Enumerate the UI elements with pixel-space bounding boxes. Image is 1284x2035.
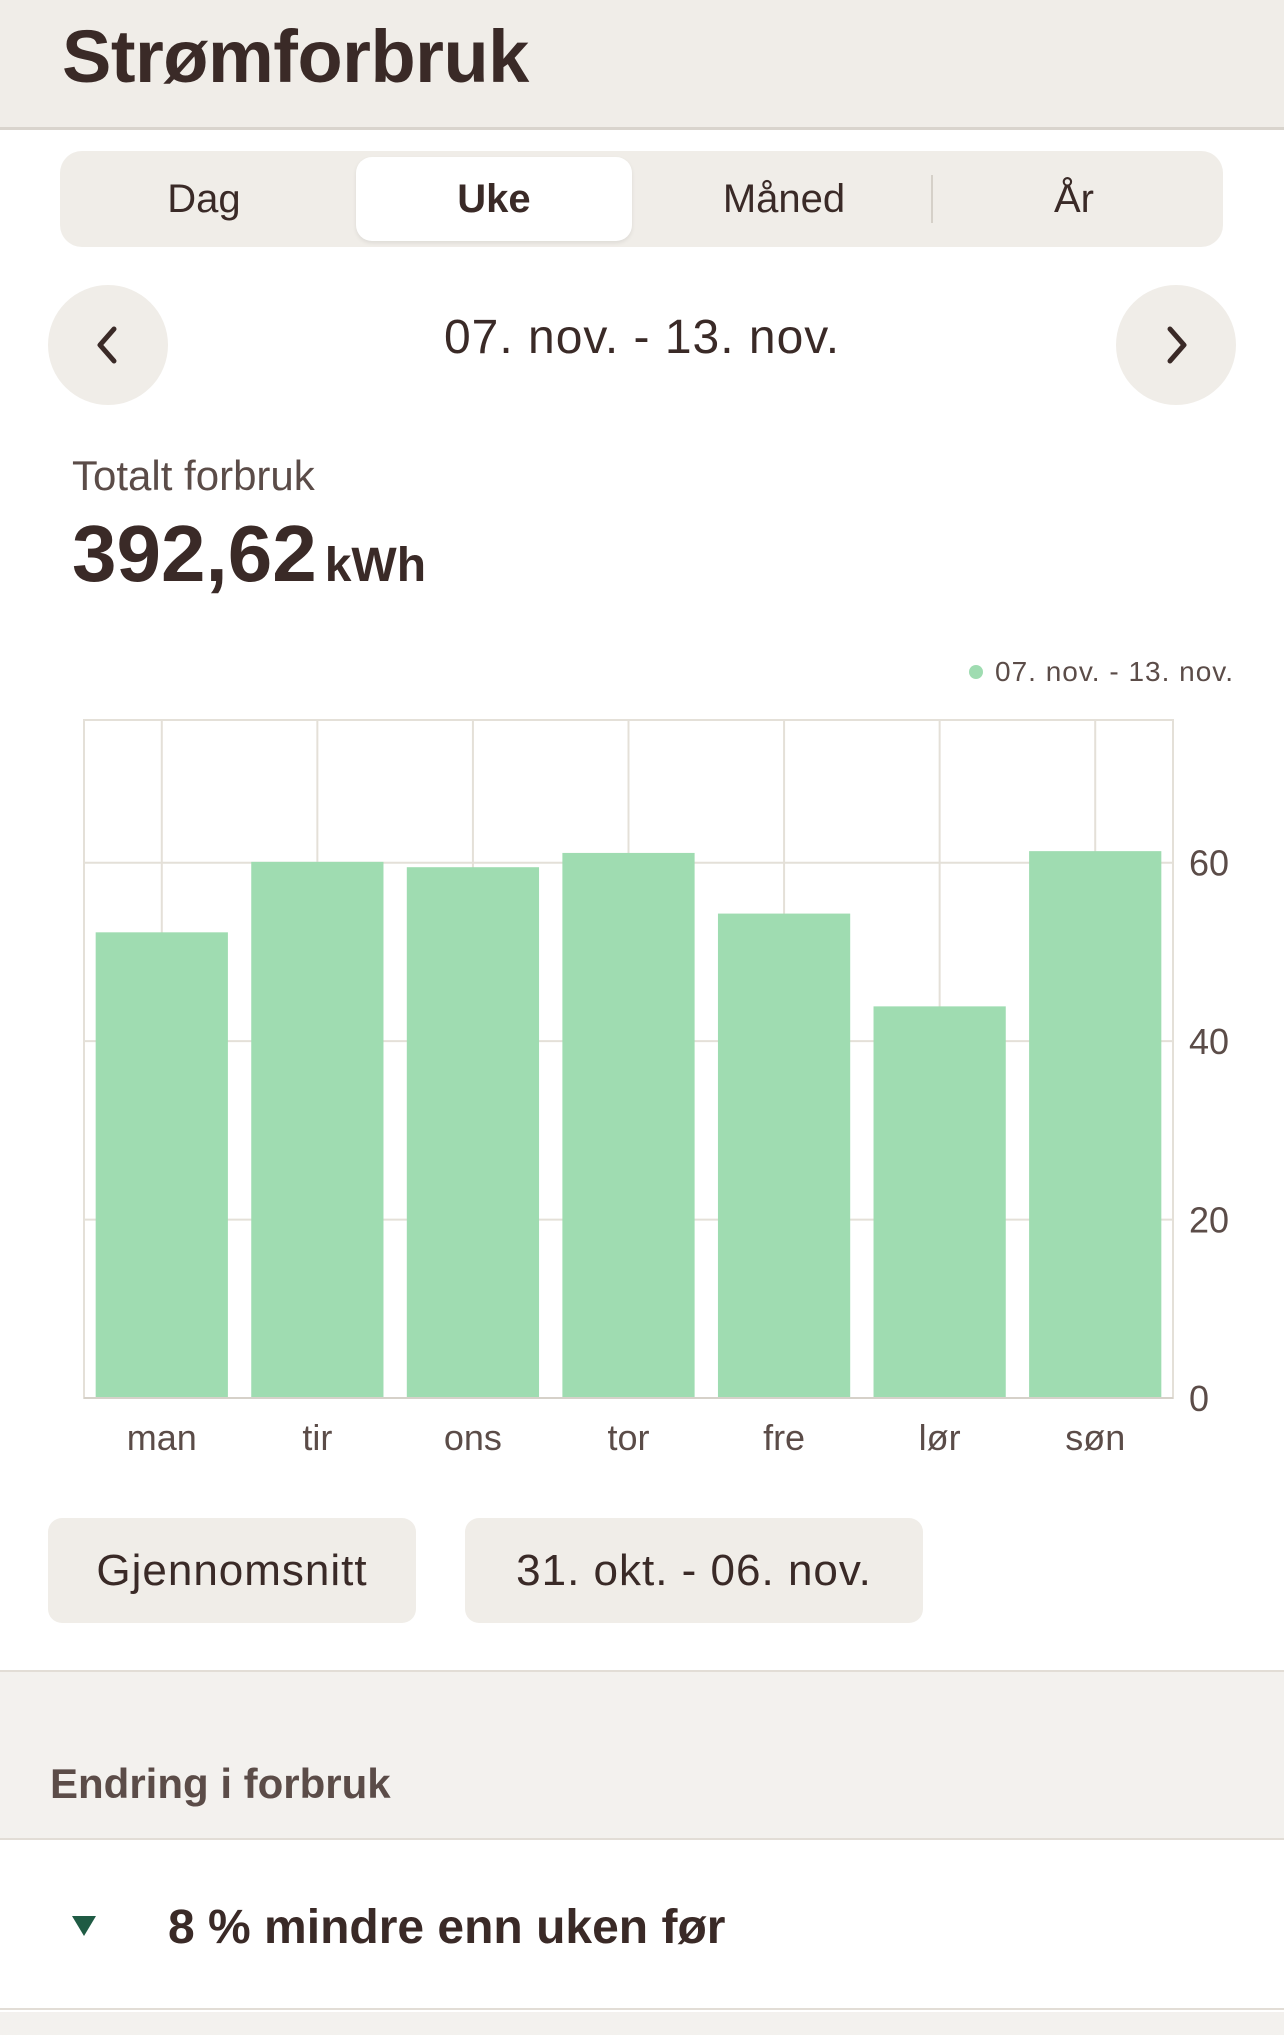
bar-fre	[717, 913, 851, 1398]
x-tick-label: fre	[763, 1417, 805, 1458]
previous-period-compare-button[interactable]: 31. okt. - 06. nov.	[465, 1518, 923, 1623]
bottom-band	[0, 2012, 1284, 2035]
total-number: 392,62	[72, 509, 317, 598]
bar-søn	[1029, 851, 1162, 1398]
change-row: 8 % mindre enn uken før	[0, 1840, 1284, 2010]
y-tick-label: 40	[1189, 1021, 1229, 1062]
previous-period-button[interactable]	[48, 285, 168, 405]
total-unit: kWh	[324, 539, 427, 592]
chevron-left-icon	[97, 326, 117, 364]
bar-lør	[873, 1006, 1006, 1398]
consumption-chart: 0 20 40 60 man tir ons tor fre lør søn	[83, 719, 1229, 1458]
bar-tir	[251, 861, 384, 1398]
chevron-right-icon	[1167, 326, 1187, 364]
bar-ons	[406, 867, 540, 1398]
x-tick-label: ons	[444, 1417, 502, 1458]
x-tick-label: tir	[302, 1417, 332, 1458]
y-tick-label: 60	[1189, 843, 1229, 884]
y-tick-label: 0	[1189, 1378, 1209, 1419]
average-button[interactable]: Gjennomsnitt	[48, 1518, 416, 1623]
bar-tor	[562, 852, 695, 1398]
change-section: Endring i forbruk	[0, 1670, 1284, 1840]
tab-week[interactable]: Uke	[356, 157, 632, 241]
page-title: Strømforbruk	[62, 15, 529, 98]
bar-man	[95, 932, 228, 1398]
total-consumption-value: 392,62 kWh	[72, 508, 426, 600]
total-consumption-label: Totalt forbruk	[72, 452, 315, 499]
tab-day[interactable]: Dag	[167, 176, 241, 221]
app-header: Strømforbruk	[0, 0, 1284, 130]
change-section-title: Endring i forbruk	[50, 1760, 391, 1807]
legend-dot	[969, 665, 984, 679]
change-text: 8 % mindre enn uken før	[168, 1901, 726, 1954]
tab-divider	[931, 175, 933, 223]
x-tick-label: lør	[919, 1417, 961, 1458]
chart-legend: 07. nov. - 13. nov.	[969, 656, 1234, 688]
legend-label: 07. nov. - 13. nov.	[995, 656, 1234, 687]
tab-year[interactable]: År	[1054, 176, 1094, 221]
x-tick-label: man	[127, 1417, 197, 1458]
triangle-down-icon	[72, 1916, 96, 1936]
period-tabs: Dag Uke Måned År	[60, 151, 1223, 247]
tab-month[interactable]: Måned	[722, 176, 846, 221]
next-period-button[interactable]	[1116, 285, 1236, 405]
y-tick-label: 20	[1189, 1200, 1229, 1241]
x-tick-label: søn	[1065, 1417, 1125, 1458]
date-range-label: 07. nov. - 13. nov.	[443, 311, 841, 364]
x-tick-label: tor	[607, 1417, 649, 1458]
